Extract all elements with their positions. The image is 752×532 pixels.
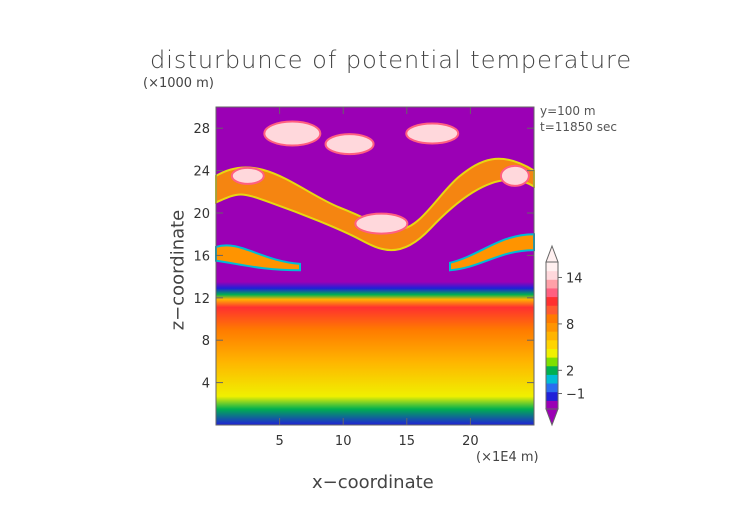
right-blob: [499, 164, 530, 187]
colorbar-segment: [546, 365, 558, 375]
chart-title: disturbunce of potential temperature: [150, 46, 633, 74]
colorbar-segment: [546, 262, 558, 272]
colorbar-segment: [546, 374, 558, 384]
x-tick-label: 15: [399, 434, 416, 449]
x-axis-unit: (×1E4 m): [476, 450, 539, 465]
colorbar-segment: [546, 296, 558, 306]
colorbar-max-arrow: [545, 244, 559, 263]
left-blob: [230, 166, 265, 185]
colorbar-segment: [546, 400, 558, 410]
x-axis-label: x−coordinate: [312, 472, 434, 493]
colorbar-segment: [546, 270, 558, 280]
colorbar-segment: [546, 331, 558, 341]
colorbar-segment: [546, 391, 558, 401]
colorbar-segment: [546, 313, 558, 324]
colorbar-label: 14: [566, 271, 583, 286]
plot-frame: [215, 106, 535, 426]
heatmap-structures: [215, 120, 535, 272]
x-tick-label: 10: [335, 434, 352, 449]
colorbar-segment: [546, 383, 558, 393]
colorbar-segment: [546, 322, 558, 332]
colorbar-segment: [546, 357, 558, 367]
x-tick-label: 20: [462, 434, 479, 449]
y-tick-label: 8: [202, 334, 210, 349]
upper-blob: [405, 122, 460, 145]
x-tick-label: 5: [275, 434, 283, 449]
y-tick-label: 16: [193, 249, 210, 264]
colorbar-frame: [545, 261, 559, 410]
y-tick-label: 12: [193, 292, 210, 307]
colorbar-label: 2: [566, 364, 574, 379]
colorbar-segment: [546, 287, 558, 298]
colorbar: −1 2 8 14: [545, 244, 585, 427]
upper-blob: [263, 120, 322, 147]
y-tick-label: 4: [202, 377, 210, 392]
upper-blob: [324, 133, 375, 156]
y-tick-label: 20: [193, 207, 210, 222]
annotation-y-position: y=100 m: [540, 104, 596, 118]
y-tick-label: 28: [193, 122, 210, 137]
colorbar-min-arrow: [545, 408, 559, 427]
colorbar-segment: [546, 305, 558, 315]
plot-axes: 5 10 15 20 4 8 12 16 20 24 28: [193, 106, 535, 449]
y-axis-unit: (×1000 m): [143, 76, 214, 91]
mid-blob: [354, 212, 409, 235]
colorbar-segment: [546, 339, 558, 349]
annotation-time: t=11850 sec: [540, 120, 617, 134]
colorbar-label: 8: [566, 318, 574, 333]
colorbar-segment: [546, 279, 558, 289]
lower-left-band: [215, 244, 301, 272]
y-tick-label: 24: [193, 165, 210, 180]
colorbar-label: −1: [566, 388, 585, 403]
colorbar-segment: [546, 348, 558, 358]
